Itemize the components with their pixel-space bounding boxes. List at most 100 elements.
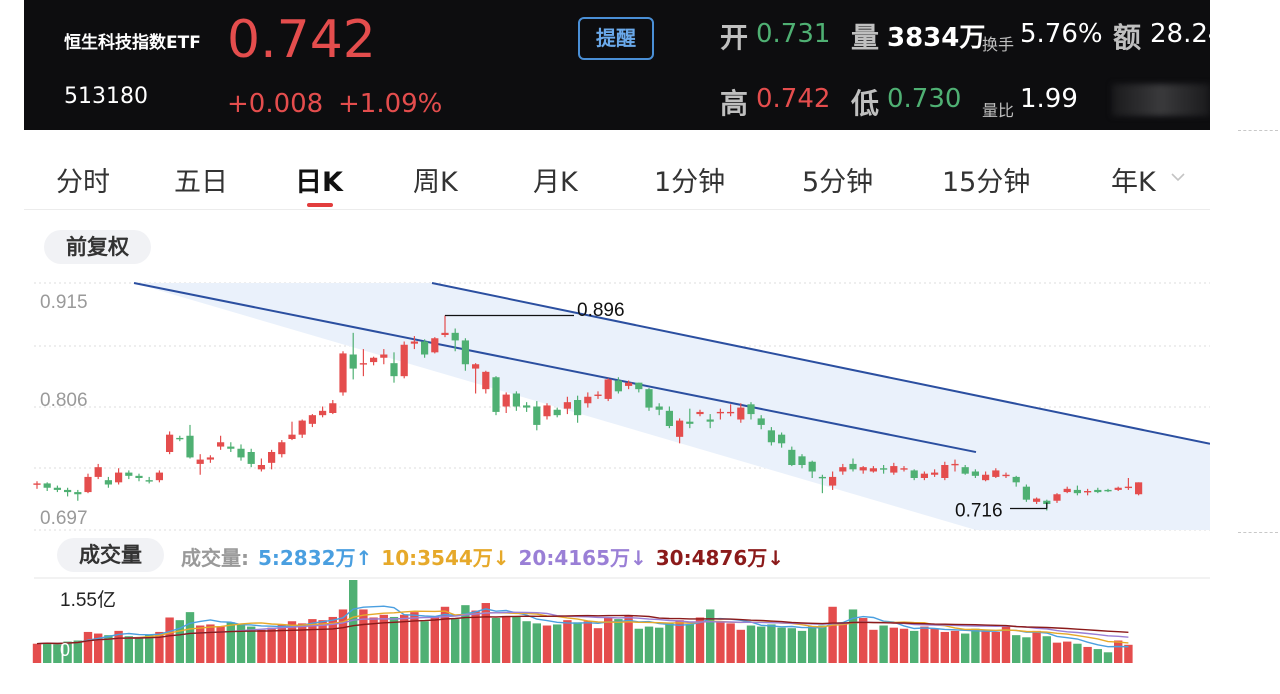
- chevron-down-icon[interactable]: [1170, 171, 1186, 183]
- remind-button[interactable]: 提醒: [578, 17, 654, 60]
- adjust-pill[interactable]: 前复权: [44, 230, 151, 264]
- volume-bar: [359, 609, 368, 663]
- channel-lower-line: [133, 282, 977, 454]
- volume-ma-line: [36, 614, 1129, 645]
- volume-bar: [267, 627, 276, 663]
- candle-body: [196, 459, 204, 464]
- volume-bar: [940, 631, 949, 663]
- volume-bar: [726, 623, 735, 663]
- candle-body: [329, 403, 337, 413]
- candle-body: [104, 480, 112, 485]
- legend-ma5: 5:2832万↑: [257, 546, 373, 570]
- volume-bar: [838, 623, 847, 663]
- last-price: 0.742: [227, 10, 376, 70]
- volume-bar: [910, 630, 919, 663]
- volume-bar: [104, 635, 113, 663]
- volume-bar: [777, 627, 786, 663]
- volume-bar: [889, 627, 898, 663]
- amount-label: 额: [1113, 21, 1142, 54]
- volume-bar: [675, 620, 684, 663]
- volume-bar: [400, 614, 409, 663]
- volume-bar: [247, 626, 256, 663]
- volume-bar: [563, 620, 572, 663]
- volume-pill[interactable]: 成交量: [57, 538, 164, 572]
- tab-monthly-k[interactable]: 月K: [533, 167, 578, 198]
- volume-bar: [981, 630, 990, 663]
- candle-body: [941, 465, 949, 478]
- candlestick-chart: 0.915 0.806 0.697 0.896 0.716: [33, 282, 1210, 531]
- candle-body: [614, 380, 622, 392]
- candle-body: [727, 411, 735, 414]
- quote-panel: 恒生科技指数ETF 513180 0.742 +0.008 +1.09% 提醒 …: [24, 0, 1210, 694]
- candle-body: [737, 407, 745, 420]
- open-label: 开: [720, 21, 749, 54]
- candle-body: [798, 456, 806, 465]
- volume-bar: [175, 620, 184, 663]
- candle-body: [278, 442, 286, 455]
- volume-bar: [430, 617, 439, 663]
- legend-ma10: 10:3544万↓: [381, 546, 510, 570]
- candle-body: [543, 405, 551, 417]
- candle-body: [655, 406, 663, 410]
- volume-bar: [1063, 641, 1072, 663]
- candle-body: [1135, 482, 1143, 495]
- candle-body: [767, 430, 775, 443]
- candle-body: [421, 341, 429, 355]
- volume-bar: [665, 623, 674, 663]
- candle-body: [880, 468, 888, 470]
- candle-body: [451, 332, 459, 341]
- volume-bar: [573, 622, 582, 663]
- tab-15min[interactable]: 15分钟: [942, 167, 1031, 198]
- candle-body: [839, 467, 847, 472]
- candle-body: [747, 404, 755, 415]
- active-tab-indicator: [307, 203, 333, 207]
- tab-daily-k[interactable]: 日K: [295, 167, 343, 198]
- candle-body: [176, 437, 184, 440]
- volume-value: 3834万: [887, 23, 986, 53]
- candle-body: [563, 402, 571, 409]
- candle-body: [359, 363, 367, 365]
- candle-body: [319, 410, 327, 416]
- candle-body: [808, 461, 816, 472]
- turnover-value: 5.76%: [1020, 19, 1103, 49]
- volume-bar: [491, 618, 501, 663]
- candle-body: [492, 377, 500, 412]
- legend-ma30: 30:4876万↓: [655, 546, 785, 570]
- price-change: +0.008: [227, 89, 324, 119]
- candle-body: [533, 406, 541, 425]
- volume-bar: [695, 617, 705, 663]
- tab-yearly-k[interactable]: 年K: [1111, 167, 1156, 198]
- volume-bar: [349, 580, 358, 663]
- tab-1min[interactable]: 1分钟: [654, 167, 726, 198]
- open-value: 0.731: [756, 19, 831, 49]
- candle-body: [859, 467, 867, 471]
- period-tabs: 分时 五日 日K 周K 月K 1分钟 5分钟 15分钟 年K: [24, 140, 1210, 210]
- tab-intraday[interactable]: 分时: [56, 167, 110, 198]
- candle-body: [553, 409, 561, 416]
- low-value: 0.730: [887, 84, 962, 114]
- candle-body: [288, 434, 296, 439]
- tab-five-day[interactable]: 五日: [174, 167, 228, 198]
- candle-body: [74, 492, 82, 495]
- tab-5min[interactable]: 5分钟: [802, 167, 874, 198]
- fund-name: 恒生科技指数ETF: [64, 33, 201, 53]
- candle-body: [665, 410, 673, 426]
- volume-bar: [1073, 643, 1082, 663]
- candle-body: [869, 468, 877, 472]
- candle-body: [461, 340, 469, 365]
- volume-bar: [145, 634, 154, 663]
- candle-body: [512, 393, 520, 407]
- volume-bar: [879, 625, 888, 663]
- volume-ratio-value: 1.99: [1020, 84, 1078, 114]
- volume-bar: [1042, 636, 1051, 663]
- volume-bar: [950, 630, 960, 663]
- volume-bar: [226, 622, 235, 663]
- candle-body: [43, 483, 51, 488]
- candle-body: [961, 467, 969, 474]
- volume-bar: [1093, 649, 1102, 663]
- tab-weekly-k[interactable]: 周K: [413, 167, 458, 198]
- volume-bar: [185, 612, 195, 663]
- volume-bar: [593, 628, 603, 663]
- volume-legend: 成交量: 5:2832万↑ 10:3544万↓ 20:4165万↓ 30:487…: [181, 542, 786, 571]
- candle-body: [84, 476, 92, 493]
